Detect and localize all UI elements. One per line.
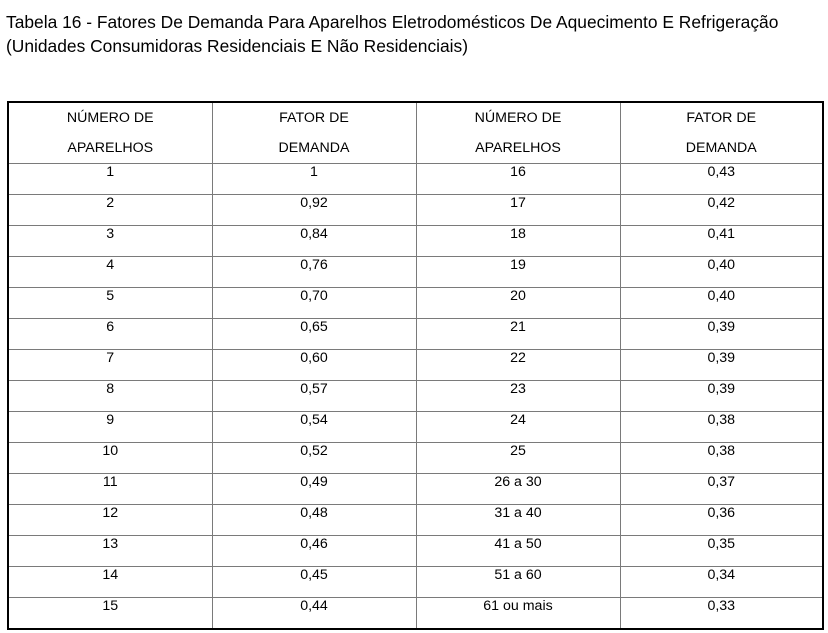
table-header-row: NÚMERO DE APARELHOS FATOR DE DEMANDA NÚM… bbox=[7, 101, 824, 164]
header-number-of-appliances-1: NÚMERO DE APARELHOS bbox=[7, 101, 213, 164]
table-cell: 0,39 bbox=[619, 318, 824, 350]
table-body: 1 1 16 0,43 2 0,92 17 0,42 3 0,84 18 0,4… bbox=[7, 163, 824, 630]
table-row: 15 0,44 61 ou mais 0,33 bbox=[7, 597, 824, 630]
table-cell: 0,60 bbox=[211, 349, 417, 381]
header-demand-factor-2: FATOR DE DEMANDA bbox=[619, 101, 824, 164]
table-cell: 0,38 bbox=[619, 411, 824, 443]
table-cell: 0,41 bbox=[619, 225, 824, 257]
table-cell: 0,40 bbox=[619, 256, 824, 288]
table-row: 9 0,54 24 0,38 bbox=[7, 411, 824, 443]
table-cell: 9 bbox=[7, 411, 213, 443]
table-cell: 0,52 bbox=[211, 442, 417, 474]
table-cell: 0,33 bbox=[619, 597, 824, 630]
table-cell: 0,65 bbox=[211, 318, 417, 350]
demand-factor-table: NÚMERO DE APARELHOS FATOR DE DEMANDA NÚM… bbox=[7, 101, 824, 630]
table-row: 13 0,46 41 a 50 0,35 bbox=[7, 535, 824, 567]
table-cell: 2 bbox=[7, 194, 213, 226]
table-row: 2 0,92 17 0,42 bbox=[7, 194, 824, 226]
table-row: 14 0,45 51 a 60 0,34 bbox=[7, 566, 824, 598]
table-cell: 3 bbox=[7, 225, 213, 257]
table-row: 6 0,65 21 0,39 bbox=[7, 318, 824, 350]
table-row: 8 0,57 23 0,39 bbox=[7, 380, 824, 412]
table-cell: 0,57 bbox=[211, 380, 417, 412]
table-cell: 7 bbox=[7, 349, 213, 381]
table-cell: 0,49 bbox=[211, 473, 417, 505]
table-caption: Tabela 16 - Fatores De Demanda Para Apar… bbox=[6, 10, 828, 58]
table-cell: 15 bbox=[7, 597, 213, 630]
table-cell: 0,70 bbox=[211, 287, 417, 319]
header-demand-factor-1: FATOR DE DEMANDA bbox=[211, 101, 417, 164]
table-cell: 0,42 bbox=[619, 194, 824, 226]
table-cell: 1 bbox=[7, 163, 213, 195]
table-cell: 17 bbox=[415, 194, 621, 226]
header-line: FATOR DE bbox=[279, 110, 349, 126]
table-row: 3 0,84 18 0,41 bbox=[7, 225, 824, 257]
table-cell: 19 bbox=[415, 256, 621, 288]
table-cell: 11 bbox=[7, 473, 213, 505]
table-cell: 0,48 bbox=[211, 504, 417, 536]
table-cell: 16 bbox=[415, 163, 621, 195]
header-line: DEMANDA bbox=[685, 140, 757, 156]
table-cell: 10 bbox=[7, 442, 213, 474]
table-cell: 1 bbox=[211, 163, 417, 195]
table-cell: 41 a 50 bbox=[415, 535, 621, 567]
table-caption-line-1: Tabela 16 - Fatores De Demanda Para Apar… bbox=[6, 12, 779, 32]
table-cell: 0,45 bbox=[211, 566, 417, 598]
table-cell: 0,36 bbox=[619, 504, 824, 536]
header-line: APARELHOS bbox=[475, 140, 561, 156]
table-row: 11 0,49 26 a 30 0,37 bbox=[7, 473, 824, 505]
table-cell: 13 bbox=[7, 535, 213, 567]
table-cell: 5 bbox=[7, 287, 213, 319]
table-cell: 0,39 bbox=[619, 349, 824, 381]
table-cell: 12 bbox=[7, 504, 213, 536]
table-cell: 0,34 bbox=[619, 566, 824, 598]
table-cell: 0,40 bbox=[619, 287, 824, 319]
header-line: FATOR DE bbox=[686, 110, 757, 126]
table-cell: 14 bbox=[7, 566, 213, 598]
table-row: 12 0,48 31 a 40 0,36 bbox=[7, 504, 824, 536]
table-cell: 0,54 bbox=[211, 411, 417, 443]
table-cell: 0,38 bbox=[619, 442, 824, 474]
table-cell: 0,39 bbox=[619, 380, 824, 412]
table-cell: 4 bbox=[7, 256, 213, 288]
header-line: NÚMERO DE bbox=[66, 110, 154, 126]
table-cell: 0,92 bbox=[211, 194, 417, 226]
header-line: APARELHOS bbox=[67, 140, 154, 156]
table-cell: 0,84 bbox=[211, 225, 417, 257]
table-row: 5 0,70 20 0,40 bbox=[7, 287, 824, 319]
table-cell: 51 a 60 bbox=[415, 566, 621, 598]
table-cell: 23 bbox=[415, 380, 621, 412]
table-cell: 0,35 bbox=[619, 535, 824, 567]
table-cell: 0,44 bbox=[211, 597, 417, 630]
table-cell: 26 a 30 bbox=[415, 473, 621, 505]
header-line: DEMANDA bbox=[278, 140, 350, 156]
table-row: 4 0,76 19 0,40 bbox=[7, 256, 824, 288]
table-cell: 22 bbox=[415, 349, 621, 381]
table-cell: 0,37 bbox=[619, 473, 824, 505]
table-row: 1 1 16 0,43 bbox=[7, 163, 824, 195]
table-cell: 0,46 bbox=[211, 535, 417, 567]
table-cell: 0,76 bbox=[211, 256, 417, 288]
table-cell: 31 a 40 bbox=[415, 504, 621, 536]
header-number-of-appliances-2: NÚMERO DE APARELHOS bbox=[415, 101, 621, 164]
table-row: 7 0,60 22 0,39 bbox=[7, 349, 824, 381]
table-row: 10 0,52 25 0,38 bbox=[7, 442, 824, 474]
table-cell: 0,43 bbox=[619, 163, 824, 195]
header-line: NÚMERO DE bbox=[474, 110, 562, 126]
table-cell: 61 ou mais bbox=[415, 597, 621, 630]
table-cell: 8 bbox=[7, 380, 213, 412]
table-cell: 24 bbox=[415, 411, 621, 443]
table-caption-line-2: (Unidades Consumidoras Residenciais E Nã… bbox=[6, 36, 469, 56]
table-cell: 25 bbox=[415, 442, 621, 474]
table-cell: 21 bbox=[415, 318, 621, 350]
table-cell: 6 bbox=[7, 318, 213, 350]
table-cell: 20 bbox=[415, 287, 621, 319]
table-cell: 18 bbox=[415, 225, 621, 257]
